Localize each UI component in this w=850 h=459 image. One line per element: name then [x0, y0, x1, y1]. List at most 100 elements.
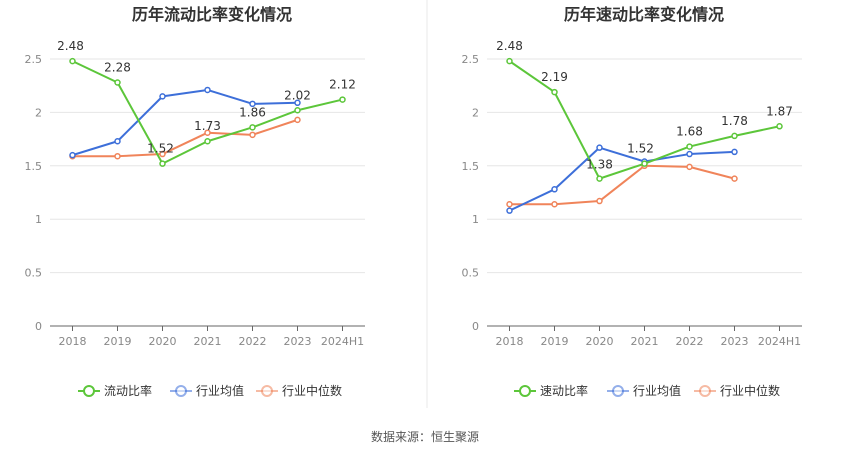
x-tick-label: 2020	[586, 335, 614, 348]
data-label: 2.19	[541, 70, 568, 84]
legend-marker	[519, 385, 531, 397]
data-point	[114, 79, 121, 86]
legend-item: 行业均值	[607, 383, 681, 398]
legend-item: 行业中位数	[694, 383, 780, 398]
series-line	[72, 118, 298, 158]
legend-item: 行业中位数	[256, 383, 342, 398]
y-tick-label: 0	[472, 320, 479, 333]
data-point	[551, 186, 558, 193]
data-point	[249, 124, 256, 131]
data-point	[776, 123, 783, 130]
x-tick-label: 2021	[631, 335, 659, 348]
legend-marker	[699, 385, 711, 397]
y-tick-label: 2.5	[462, 53, 480, 66]
data-label: 1.52	[627, 142, 654, 156]
legend-item: 行业均值	[170, 383, 244, 398]
x-tick-label: 2023	[721, 335, 749, 348]
data-label: 1.38	[586, 158, 613, 172]
data-point	[114, 152, 121, 160]
data-label: 1.78	[721, 114, 748, 128]
legend-marker	[261, 385, 273, 397]
data-point	[159, 160, 166, 167]
legend-label: 速动比率	[540, 383, 588, 398]
y-tick-label: 2	[472, 106, 479, 119]
data-source-note: 数据来源：恒生聚源	[370, 430, 479, 444]
legend-label: 行业均值	[633, 383, 681, 398]
y-tick-label: 0	[35, 320, 42, 333]
data-label: 2.48	[496, 39, 523, 53]
x-tick-label: 2018	[59, 335, 87, 348]
legend-marker	[175, 385, 187, 397]
y-tick-label: 0.5	[462, 267, 480, 280]
data-point	[731, 148, 738, 156]
data-point	[294, 99, 301, 107]
data-label: 2.48	[57, 39, 84, 53]
data-point	[731, 132, 738, 140]
legend-label: 行业均值	[196, 383, 244, 398]
data-point	[69, 57, 76, 65]
x-tick-label: 2021	[194, 335, 222, 348]
data-point	[69, 151, 76, 159]
data-point	[294, 116, 301, 124]
data-point	[506, 57, 513, 65]
x-tick-label: 2022	[239, 335, 267, 348]
data-point	[159, 150, 166, 158]
data-point	[114, 137, 121, 145]
legend-label: 行业中位数	[282, 383, 342, 398]
series-line	[509, 146, 735, 212]
data-point	[686, 143, 693, 150]
x-tick-label: 2019	[541, 335, 569, 348]
y-tick-label: 1	[472, 213, 479, 226]
x-tick-label: 2020	[149, 335, 177, 348]
x-tick-label: 2023	[284, 335, 312, 348]
legend-marker	[83, 385, 95, 397]
data-point	[596, 175, 603, 182]
y-tick-label: 2.5	[25, 53, 43, 66]
data-point	[339, 96, 346, 103]
data-point	[686, 163, 693, 171]
data-point	[506, 200, 513, 208]
data-point	[596, 144, 603, 151]
x-tick-label: 2024H1	[758, 335, 801, 348]
legend-label: 行业中位数	[720, 383, 780, 398]
data-label: 2.02	[284, 88, 311, 102]
legend-item: 速动比率	[514, 383, 588, 398]
data-point	[551, 88, 558, 96]
legend-marker	[612, 385, 624, 397]
data-label: 1.73	[194, 119, 221, 133]
legend-item: 流动比率	[78, 383, 152, 398]
y-tick-label: 1.5	[25, 160, 43, 173]
y-tick-label: 1.5	[462, 160, 480, 173]
series-line	[72, 88, 298, 157]
y-tick-label: 2	[35, 106, 42, 119]
data-point	[249, 131, 256, 139]
chart-title: 历年流动比率变化情况	[132, 5, 292, 24]
data-point	[204, 129, 211, 136]
data-label: 1.86	[239, 105, 266, 119]
data-point	[249, 100, 256, 108]
x-tick-label: 2019	[104, 335, 132, 348]
data-label: 2.12	[329, 78, 356, 92]
data-point	[596, 197, 603, 205]
data-label: 1.87	[766, 104, 793, 118]
data-point	[294, 107, 301, 114]
data-point	[686, 150, 693, 158]
data-point	[551, 200, 558, 208]
x-tick-label: 2024H1	[321, 335, 364, 348]
chart-title: 历年速动比率变化情况	[564, 5, 724, 24]
data-point	[204, 137, 211, 145]
y-tick-label: 1	[35, 213, 42, 226]
data-label: 2.28	[104, 60, 131, 74]
data-point	[641, 160, 648, 167]
data-point	[204, 86, 211, 94]
y-tick-label: 0.5	[25, 267, 43, 280]
data-point	[159, 93, 166, 100]
legend-label: 流动比率	[104, 383, 152, 398]
data-label: 1.68	[676, 125, 703, 139]
data-point	[731, 175, 738, 182]
data-label: 1.52	[147, 142, 174, 156]
